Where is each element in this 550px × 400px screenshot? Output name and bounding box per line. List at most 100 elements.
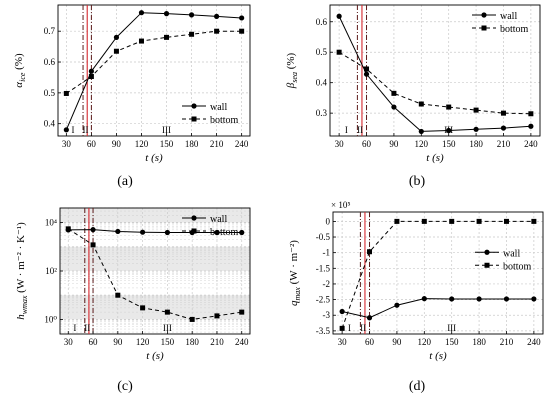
y-tick-label: 0.4 bbox=[316, 78, 328, 88]
data-point-wall bbox=[418, 128, 424, 135]
y-tick-label: 10⁴ bbox=[45, 218, 57, 228]
data-point-bottom bbox=[65, 226, 71, 232]
y-tick-label: -1 bbox=[323, 248, 331, 258]
data-point-wall bbox=[138, 10, 145, 16]
y-tick-label: -3.5 bbox=[316, 326, 331, 336]
series-line-bottom bbox=[338, 51, 531, 115]
y-axis-label: βsea (%) bbox=[285, 52, 299, 89]
data-point-bottom bbox=[63, 90, 69, 96]
data-point-wall bbox=[446, 127, 452, 134]
legend-label-wall: wall bbox=[503, 248, 520, 259]
x-tick-label: 60 bbox=[362, 139, 372, 149]
legend-marker-bottom bbox=[191, 228, 197, 234]
data-point-wall bbox=[140, 229, 146, 235]
y-axis-unit: (W · m⁻²) bbox=[288, 240, 300, 287]
data-point-bottom bbox=[446, 104, 452, 110]
panel-label: (b) bbox=[409, 174, 426, 189]
x-tick-label: 30 bbox=[62, 139, 72, 149]
y-tick-label: 10⁰ bbox=[44, 314, 57, 324]
data-point-wall bbox=[473, 126, 479, 132]
x-axis-label: t (s) bbox=[429, 350, 447, 362]
x-tick-label: 90 bbox=[113, 337, 123, 347]
data-point-bottom bbox=[528, 111, 534, 117]
legend-marker-wall bbox=[191, 215, 197, 221]
data-point-bottom bbox=[476, 218, 482, 224]
data-point-wall bbox=[115, 228, 121, 235]
data-point-wall bbox=[239, 15, 245, 21]
data-point-bottom bbox=[140, 305, 146, 311]
legend-marker-bottom bbox=[191, 116, 197, 122]
data-point-bottom bbox=[164, 309, 170, 315]
y-axis-subscript: ice bbox=[18, 72, 27, 82]
legend-label-wall: wall bbox=[500, 11, 517, 22]
x-axis-label: t (s) bbox=[145, 152, 163, 164]
series-line-wall bbox=[342, 298, 534, 319]
y-axis-unit: (%) bbox=[285, 52, 297, 72]
y-axis-unit: (%) bbox=[13, 53, 25, 73]
x-tick-label: 210 bbox=[500, 337, 514, 347]
y-axis-subscript: max bbox=[293, 287, 302, 301]
x-tick-label: 90 bbox=[112, 139, 122, 149]
stage-label: III bbox=[163, 323, 172, 333]
stage-label: II bbox=[84, 323, 90, 333]
data-point-bottom bbox=[189, 31, 195, 37]
x-tick-label: 180 bbox=[469, 139, 483, 149]
x-tick-label: 240 bbox=[235, 139, 249, 149]
data-point-wall bbox=[214, 229, 220, 236]
x-tick-label: 210 bbox=[210, 139, 224, 149]
x-tick-label: 60 bbox=[87, 139, 97, 149]
data-point-bottom bbox=[239, 309, 245, 315]
plot-frame bbox=[329, 4, 541, 137]
data-point-wall bbox=[90, 227, 96, 233]
y-tick-label: 10² bbox=[45, 266, 57, 276]
y-tick-label: 0.5 bbox=[44, 88, 56, 98]
data-point-bottom bbox=[473, 107, 479, 113]
legend-label-bottom: bottom bbox=[210, 115, 239, 126]
data-point-wall bbox=[63, 127, 69, 133]
x-tick-label: 150 bbox=[161, 337, 175, 347]
data-point-wall bbox=[394, 302, 400, 308]
data-point-wall bbox=[164, 229, 170, 236]
panel-label: (c) bbox=[117, 379, 133, 394]
stage-label: III bbox=[162, 125, 171, 135]
legend-label-bottom: bottom bbox=[210, 227, 239, 238]
data-point-bottom bbox=[339, 325, 345, 331]
series-line-bottom bbox=[341, 220, 534, 329]
stage-label: II bbox=[357, 125, 363, 135]
data-point-bottom bbox=[214, 313, 220, 319]
stage-label: I bbox=[72, 125, 75, 135]
x-tick-label: 90 bbox=[392, 337, 402, 347]
y-axis-subscript: wmax bbox=[20, 295, 29, 314]
x-tick-label: 120 bbox=[418, 337, 432, 347]
x-tick-label: 120 bbox=[136, 337, 150, 347]
x-tick-label: 150 bbox=[442, 139, 456, 149]
data-point-bottom bbox=[164, 34, 170, 40]
x-tick-label: 60 bbox=[365, 337, 375, 347]
x-tick-label: 240 bbox=[527, 337, 541, 347]
y-axis-symbol: h bbox=[15, 314, 27, 320]
data-point-bottom bbox=[418, 101, 424, 107]
data-point-bottom bbox=[336, 49, 342, 55]
data-point-wall bbox=[188, 12, 195, 18]
legend-label-wall: wall bbox=[210, 214, 227, 225]
x-tick-label: 210 bbox=[497, 139, 511, 149]
y-axis-symbol: q bbox=[288, 300, 300, 306]
data-point-wall bbox=[528, 123, 534, 129]
data-point-wall bbox=[239, 229, 245, 236]
y-tick-label: -1.5 bbox=[316, 263, 331, 273]
data-point-wall bbox=[214, 13, 220, 20]
data-point-wall bbox=[336, 13, 342, 19]
stage-label: II bbox=[360, 323, 366, 333]
y-axis-subscript: sea bbox=[290, 72, 299, 83]
data-point-bottom bbox=[500, 110, 506, 116]
legend-label-bottom: bottom bbox=[503, 261, 532, 272]
series-line-bottom bbox=[66, 30, 242, 94]
legend-marker-wall bbox=[191, 103, 197, 109]
y-axis-label: qmax (W · m⁻²) bbox=[288, 240, 302, 306]
data-point-bottom bbox=[115, 292, 121, 298]
x-tick-label: 120 bbox=[415, 139, 429, 149]
stage-label: III bbox=[447, 323, 456, 333]
